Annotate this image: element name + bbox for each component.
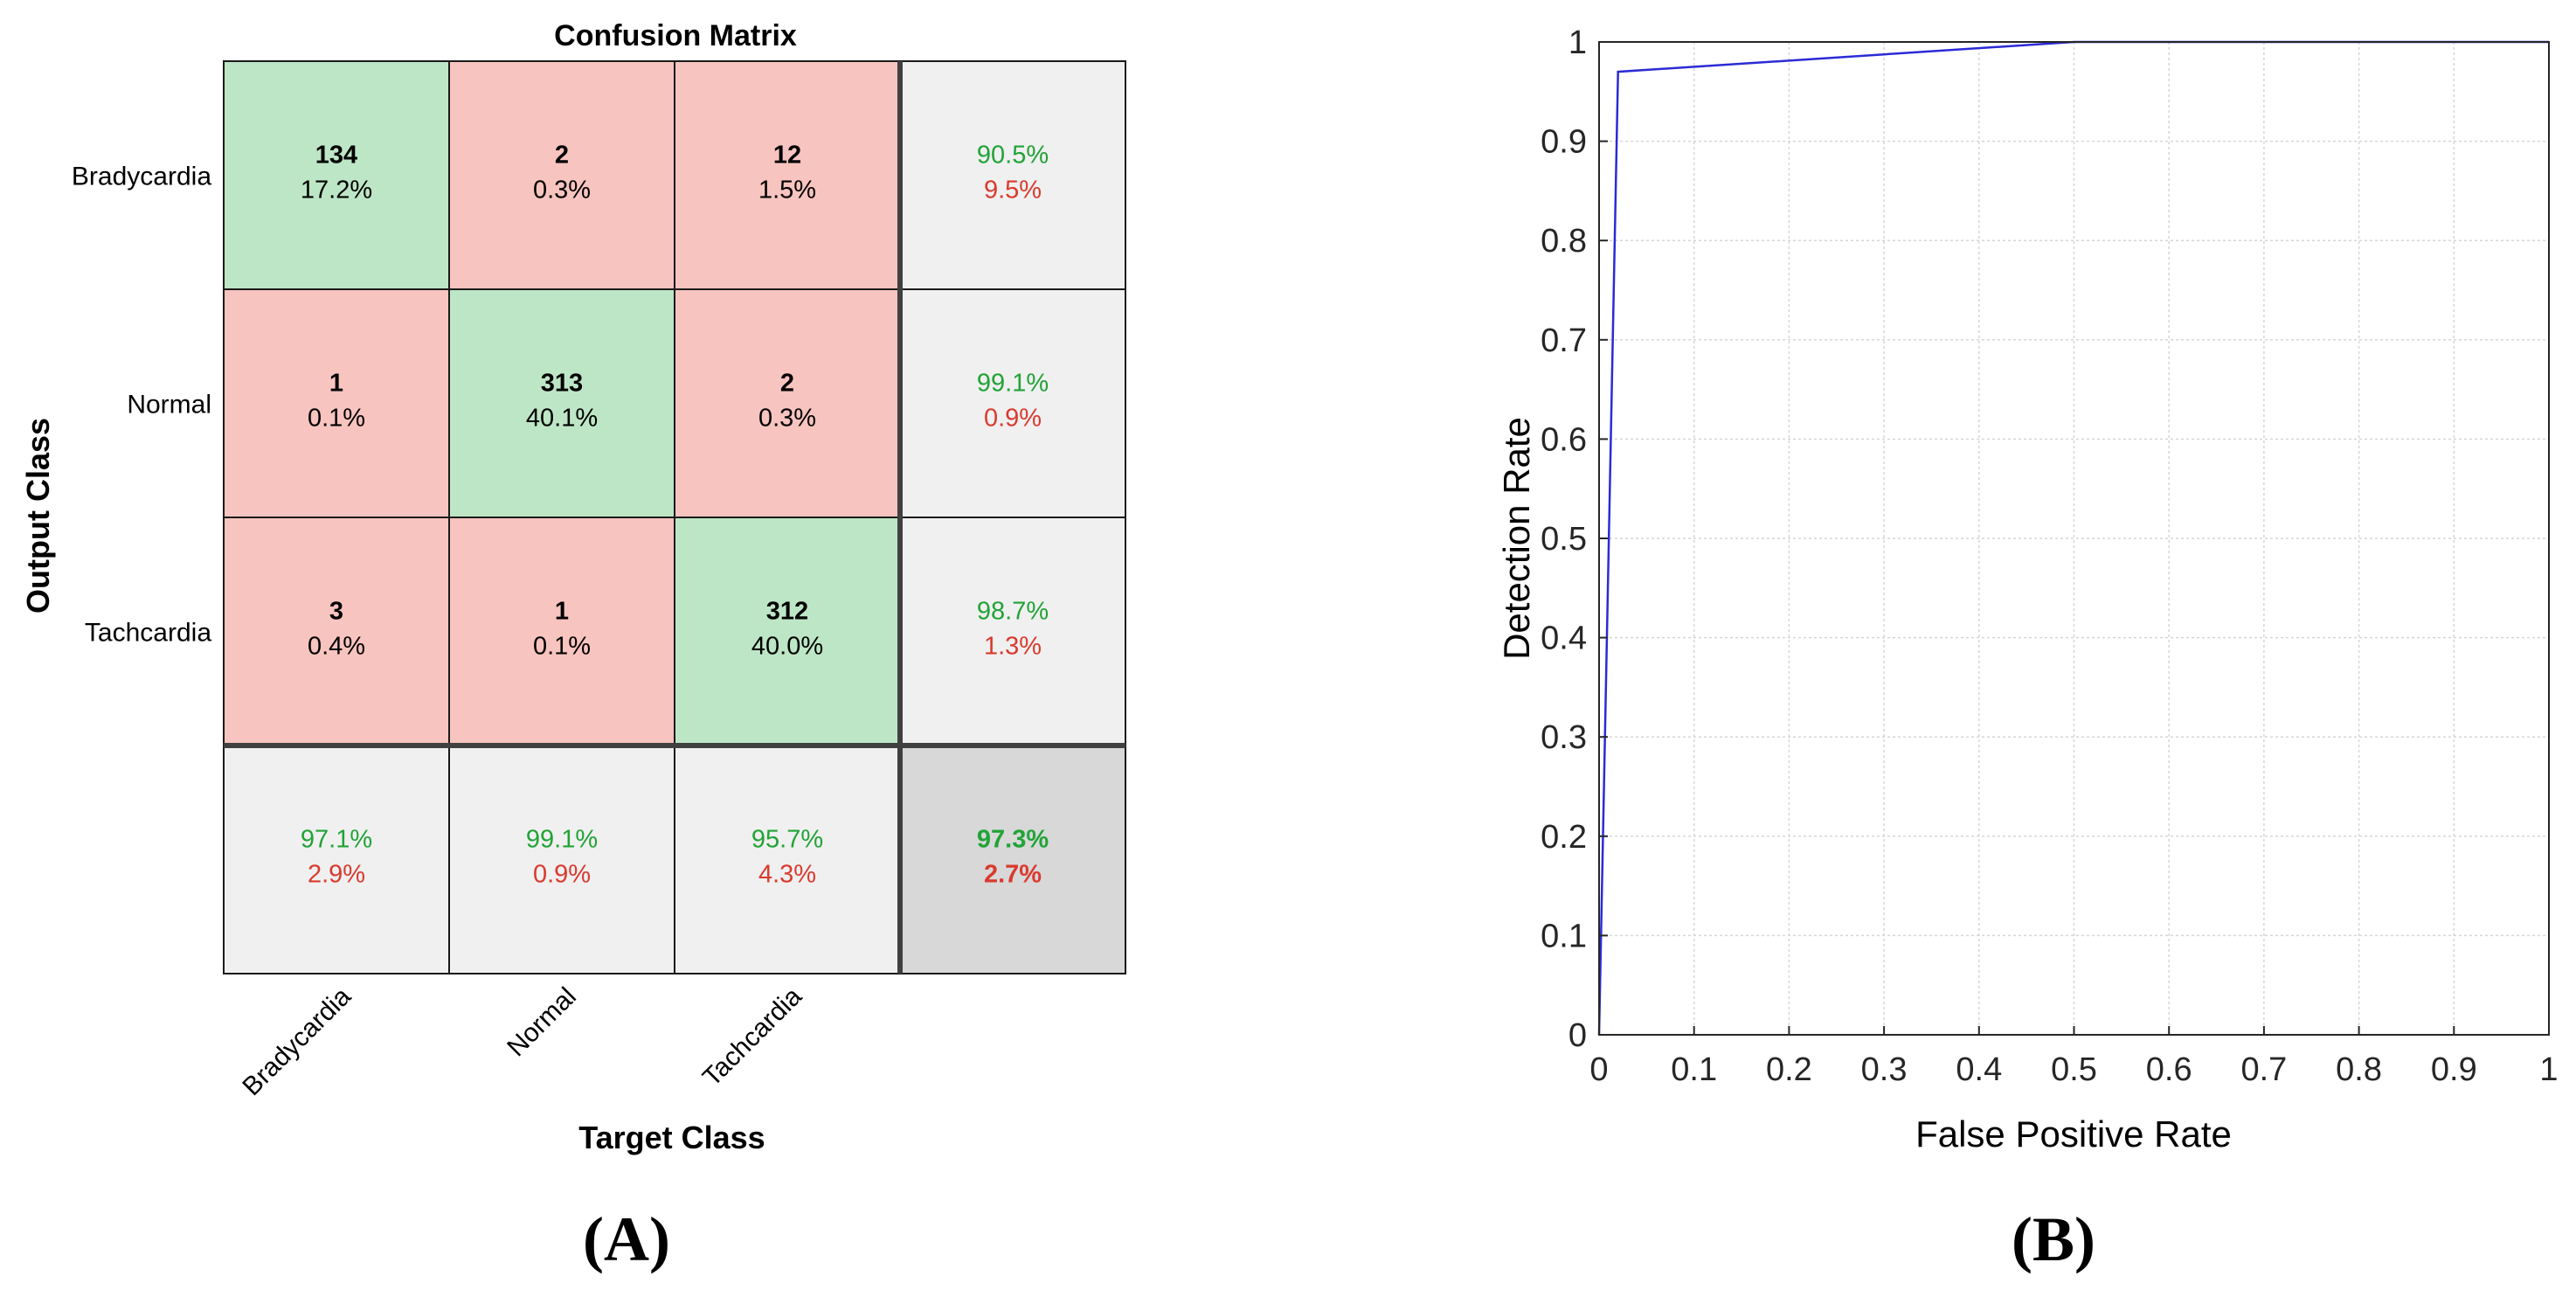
summary-cell	[899, 517, 1126, 746]
y-tick-label: 0.9	[1541, 124, 1587, 161]
matrix-cell-1-0-top: 1	[329, 370, 343, 398]
matrix-cell-2-2-top: 312	[766, 598, 808, 626]
x-tick-label: 0.4	[1956, 1051, 2002, 1088]
summary-cell	[223, 745, 450, 974]
y-tick-label: 0.6	[1541, 421, 1587, 458]
overall-accuracy-cell	[899, 745, 1126, 974]
matrix-cell	[223, 288, 450, 518]
x-tick-label: 0.7	[2240, 1051, 2287, 1088]
matrix-cell	[223, 60, 450, 290]
row-summary-2-bottom: 1.3%	[984, 633, 1042, 661]
y-tick-label: 0.5	[1541, 521, 1587, 558]
x-tick-label: 1	[2539, 1051, 2558, 1088]
x-tick-label: 0.1	[1671, 1051, 1717, 1088]
matrix-cell-0-0-bottom: 17.2%	[301, 177, 372, 205]
output-class-label: Normal	[127, 391, 211, 420]
summary-cell	[674, 745, 901, 974]
matrix-cell-1-0-bottom: 0.1%	[308, 405, 365, 433]
matrix-cell	[674, 517, 901, 746]
matrix-cell	[674, 288, 901, 518]
y-tick-label: 0.7	[1541, 322, 1587, 359]
target-class-labels: Bradycardia Normal Tachcardia	[237, 981, 807, 1101]
output-class-labels: Bradycardia Normal Tachcardia	[72, 163, 211, 648]
matrix-cell-2-0-bottom: 0.4%	[308, 633, 365, 661]
x-tick-label: 0	[1589, 1051, 1608, 1088]
overall-accuracy-bottom: 2.7%	[984, 861, 1042, 889]
x-tick-labels: 0 0.1 0.2 0.3 0.4 0.5 0.6 0.7 0.8 0.9 1	[1589, 1026, 2559, 1088]
y-tick-label: 0.8	[1541, 223, 1587, 260]
confusion-matrix-title: Confusion Matrix	[554, 19, 797, 52]
x-tick-label: 0.6	[2146, 1051, 2192, 1088]
matrix-cell	[448, 517, 675, 746]
matrix-cell-2-1-bottom: 0.1%	[533, 633, 591, 661]
matrix-cell-1-2-top: 2	[780, 370, 794, 398]
matrix-cell	[674, 60, 901, 290]
panel-b-label: (B)	[2012, 1204, 2095, 1274]
col-summary-2-top: 95.7%	[751, 826, 823, 854]
target-class-label: Bradycardia	[237, 981, 357, 1101]
output-class-label: Bradycardia	[72, 163, 211, 191]
col-summary-2-bottom: 4.3%	[758, 861, 816, 889]
y-tick-label: 0.4	[1541, 621, 1587, 657]
y-tick-labels: 0 0.1 0.2 0.3 0.4 0.5 0.6 0.7 0.8 0.9 1	[1541, 24, 1608, 1054]
matrix-cell-0-1-top: 2	[555, 142, 569, 170]
matrix-cell-1-1-bottom: 40.1%	[526, 405, 598, 433]
col-summary-1-top: 99.1%	[526, 826, 598, 854]
matrix-cell-2-0-top: 3	[329, 598, 343, 626]
y-tick-label: 0.3	[1541, 719, 1587, 756]
matrix-cell-0-2-bottom: 1.5%	[758, 177, 816, 205]
y-axis-label: Output Class	[20, 418, 56, 614]
matrix-cell-2-2-bottom: 40.0%	[751, 633, 823, 661]
matrix-cell-1-2-bottom: 0.3%	[758, 405, 816, 433]
roc-y-axis-label: Detection Rate	[1496, 417, 1537, 660]
matrix-cell-0-2-top: 12	[773, 142, 801, 170]
x-tick-label: 0.9	[2431, 1051, 2477, 1088]
output-class-label: Tachcardia	[85, 619, 211, 648]
col-summary-0-top: 97.1%	[301, 826, 372, 854]
row-summary-0-bottom: 9.5%	[984, 177, 1042, 205]
summary-cell	[899, 288, 1126, 518]
target-class-label: Tachcardia	[697, 981, 807, 1092]
summary-cell	[448, 745, 675, 974]
panel-a-label: (A)	[583, 1204, 670, 1274]
matrix-cell-1-1-top: 313	[541, 370, 583, 398]
overall-accuracy-top: 97.3%	[977, 826, 1049, 854]
col-summary-0-bottom: 2.9%	[308, 861, 365, 889]
row-summary-1-bottom: 0.9%	[984, 405, 1042, 433]
matrix-cell-0-0-top: 134	[315, 142, 357, 170]
y-tick-label: 1	[1568, 24, 1587, 61]
matrix-cell	[448, 60, 675, 290]
x-tick-label: 0.2	[1766, 1051, 1812, 1088]
x-tick-label: 0.3	[1861, 1051, 1908, 1088]
row-summary-1-top: 99.1%	[977, 370, 1049, 398]
roc-x-axis-label: False Positive Rate	[1915, 1113, 2232, 1155]
y-tick-label: 0.2	[1541, 819, 1587, 856]
row-summary-2-top: 98.7%	[977, 598, 1049, 626]
matrix-cell-0-1-bottom: 0.3%	[533, 177, 591, 205]
x-tick-label: 0.5	[2051, 1051, 2097, 1088]
matrix-cell	[448, 288, 675, 518]
matrix-cell-2-1-top: 1	[555, 598, 569, 626]
target-class-label: Normal	[502, 982, 582, 1063]
col-summary-1-bottom: 0.9%	[533, 861, 591, 889]
y-tick-label: 0	[1568, 1017, 1587, 1054]
summary-cell	[899, 60, 1126, 290]
x-axis-label: Target Class	[578, 1120, 765, 1155]
confusion-matrix-panel: Confusion Matrix 13417.2%20.3%121.5%90.5…	[20, 19, 1126, 1274]
x-tick-label: 0.8	[2336, 1051, 2382, 1088]
matrix-cell	[223, 517, 450, 746]
roc-panel: 0 0.1 0.2 0.3 0.4 0.5 0.6 0.7 0.8 0.9 1 0 0.1 0.2 0.3…	[1496, 24, 2559, 1274]
confusion-matrix-grid: 13417.2%20.3%121.5%90.5%9.5%10.1%31340.1…	[223, 60, 1126, 974]
y-tick-label: 0.1	[1541, 918, 1587, 954]
row-summary-0-top: 90.5%	[977, 142, 1049, 170]
